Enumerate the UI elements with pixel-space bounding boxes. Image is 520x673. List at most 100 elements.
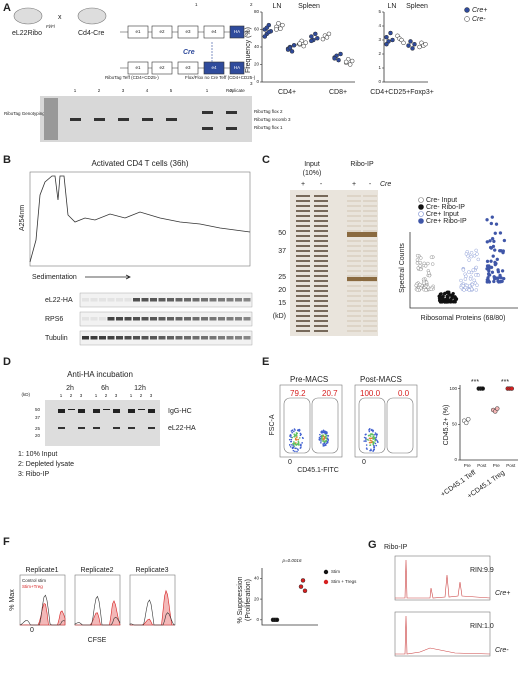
event — [368, 430, 371, 433]
exon — [229, 61, 245, 75]
band — [314, 220, 328, 222]
p-value: p=0.0016 — [282, 558, 302, 563]
data-point — [401, 40, 406, 46]
exon-label: e3 — [185, 29, 191, 34]
count-dot — [415, 261, 420, 265]
event — [293, 441, 295, 443]
band — [347, 230, 361, 232]
data-point — [332, 56, 337, 61]
event — [372, 433, 374, 436]
data-point — [324, 35, 330, 40]
data-point — [336, 57, 341, 63]
count-dot — [485, 259, 490, 264]
data-point — [301, 43, 306, 49]
data-point — [495, 406, 500, 411]
x-axis-label: CFSE — [88, 637, 107, 644]
zero: 0 — [30, 627, 34, 634]
band — [347, 330, 361, 332]
count-dot — [467, 270, 471, 274]
count-dot — [470, 287, 474, 291]
gate-value: 20.7 — [322, 389, 338, 398]
blot-band — [99, 317, 106, 321]
band — [68, 409, 75, 410]
band — [347, 200, 361, 202]
cross: x — [58, 14, 62, 21]
legend-entry: Cre+ Input — [426, 211, 459, 218]
band — [363, 245, 377, 247]
band — [296, 195, 310, 197]
event — [363, 440, 366, 442]
band — [363, 315, 377, 317]
group-label: CD4+ — [278, 89, 296, 96]
band — [118, 118, 129, 121]
band — [314, 330, 328, 332]
band — [78, 409, 85, 413]
band — [296, 270, 310, 272]
band — [363, 275, 377, 277]
count-dot — [485, 240, 490, 244]
mouse-label: Cd4-Cre — [78, 30, 105, 37]
flow-title: Post-MACS — [360, 375, 402, 384]
band — [296, 290, 310, 292]
count-dot — [415, 258, 420, 262]
band — [296, 245, 310, 247]
band — [347, 325, 361, 327]
data-point — [274, 27, 279, 32]
count-dot — [416, 266, 420, 270]
event — [298, 429, 301, 431]
y-axis-label: Spectral Counts — [399, 243, 406, 293]
count-dot — [472, 254, 477, 258]
count-dot — [430, 262, 435, 266]
band — [347, 320, 361, 322]
band — [314, 310, 328, 312]
y-tick-label: 0 — [256, 79, 259, 84]
exon-label: e2 — [159, 65, 165, 70]
event — [294, 450, 296, 453]
event — [297, 440, 300, 443]
event — [374, 436, 376, 439]
band — [363, 265, 377, 267]
count-dot — [461, 284, 465, 288]
band — [314, 195, 328, 197]
lane-number: 2 — [98, 88, 101, 93]
event — [325, 434, 328, 437]
exon-label: e2 — [159, 29, 165, 34]
gate — [283, 397, 311, 454]
event — [375, 433, 378, 436]
histogram — [19, 603, 66, 626]
band — [314, 245, 328, 247]
blot-label: Tubulin — [45, 335, 68, 342]
exon — [203, 61, 225, 75]
event — [324, 435, 327, 438]
count-dot — [486, 267, 491, 271]
trace-frame — [29, 171, 251, 267]
y-tick-label: 5 — [378, 9, 381, 14]
event — [292, 449, 295, 452]
y-tick-label: 40 — [254, 44, 260, 49]
event — [294, 429, 296, 431]
histogram — [19, 594, 66, 626]
legend-entry: Cre- Ribo-IP — [426, 204, 465, 211]
count-dot — [418, 264, 422, 268]
data-point — [466, 417, 471, 422]
blot-band — [218, 336, 225, 340]
blot — [79, 330, 253, 346]
event — [288, 438, 291, 441]
band — [347, 300, 361, 302]
axis — [459, 385, 518, 461]
count-dot — [418, 282, 422, 287]
band — [314, 270, 328, 272]
data-point — [480, 386, 485, 391]
band — [314, 305, 328, 307]
event — [365, 440, 367, 443]
data-point — [276, 21, 281, 26]
event — [290, 430, 293, 432]
panel-title: Anti-HA incubation — [67, 370, 133, 379]
blot-band — [243, 298, 251, 302]
event — [325, 437, 327, 440]
band — [296, 220, 310, 222]
blot-band — [124, 336, 132, 340]
band — [363, 330, 377, 332]
time-label: 12h — [134, 385, 146, 392]
